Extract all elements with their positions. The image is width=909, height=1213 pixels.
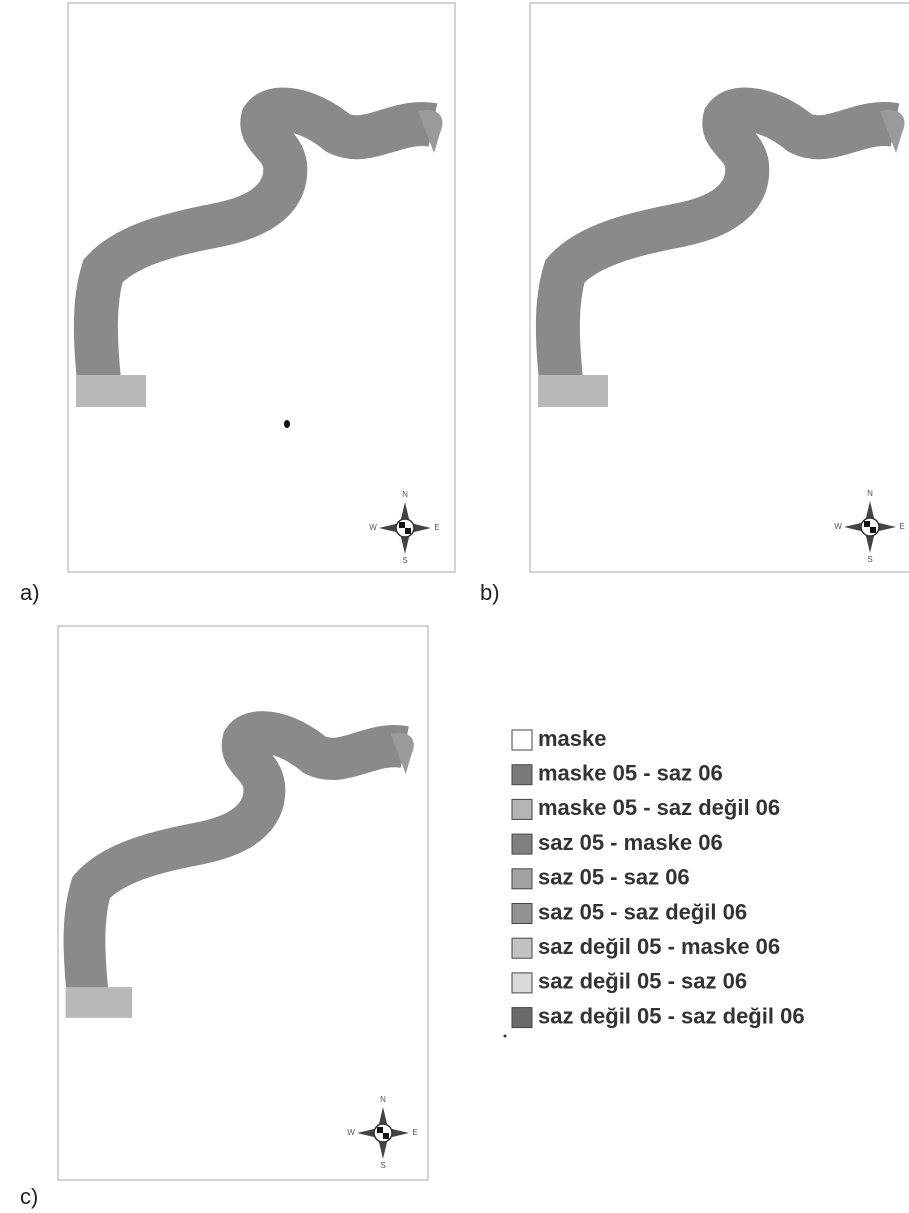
legend-label: maske 05 - saz değil 06 [538,795,780,820]
compass-south: S [380,1161,385,1170]
legend-swatch [512,730,532,750]
legend-label: saz 05 - maske 06 [538,830,723,855]
panel-label: b) [480,580,500,605]
legend-swatch [512,765,532,785]
legend-label: saz değil 05 - maske 06 [538,934,780,959]
compass-east: E [412,1128,417,1137]
legend-swatch [512,938,532,958]
legend-label: saz 05 - saz değil 06 [538,899,747,924]
dot [504,1035,507,1038]
legend-swatch [512,834,532,854]
compass-east: E [899,522,904,531]
map-frame [68,3,455,572]
legend-swatch [512,973,532,993]
compass-west: W [369,523,377,532]
compass-south: S [867,555,872,564]
compass-center [870,527,876,533]
compass-center [405,528,411,534]
compass-south: S [402,556,407,565]
compass-north: N [380,1095,386,1104]
panel-a: a) [20,3,455,605]
legend-label: saz 05 - saz 06 [538,865,690,890]
compass-center [377,1127,383,1133]
legend-swatch [512,1008,532,1028]
compass-north: N [867,489,873,498]
legend-label: maske [538,726,607,751]
panel-c: c) [20,626,428,1209]
panel-label: a) [20,580,40,605]
figure: a) b) c) maske maske 05 - saz 06 maske 05 … [0,0,909,1213]
compass-center [399,522,405,528]
legend-label: maske 05 - saz 06 [538,761,723,786]
compass-center [864,521,870,527]
legend-swatch [512,904,532,924]
compass-center [383,1133,389,1139]
map-frame [58,626,428,1180]
map-frame [530,3,909,572]
compass-north: N [402,490,408,499]
spot [284,420,290,428]
legend-swatch [512,799,532,819]
panel-b: b) [480,3,909,605]
legend-label: saz değil 05 - saz değil 06 [538,1003,805,1028]
panel-label: c) [20,1184,38,1209]
compass-west: W [834,522,842,531]
legend: maske maske 05 - saz 06 maske 05 - saz değ… [512,726,805,1029]
compass-west: W [347,1128,355,1137]
compass-east: E [434,523,439,532]
legend-swatch [512,869,532,889]
legend-label: saz değil 05 - saz 06 [538,969,747,994]
